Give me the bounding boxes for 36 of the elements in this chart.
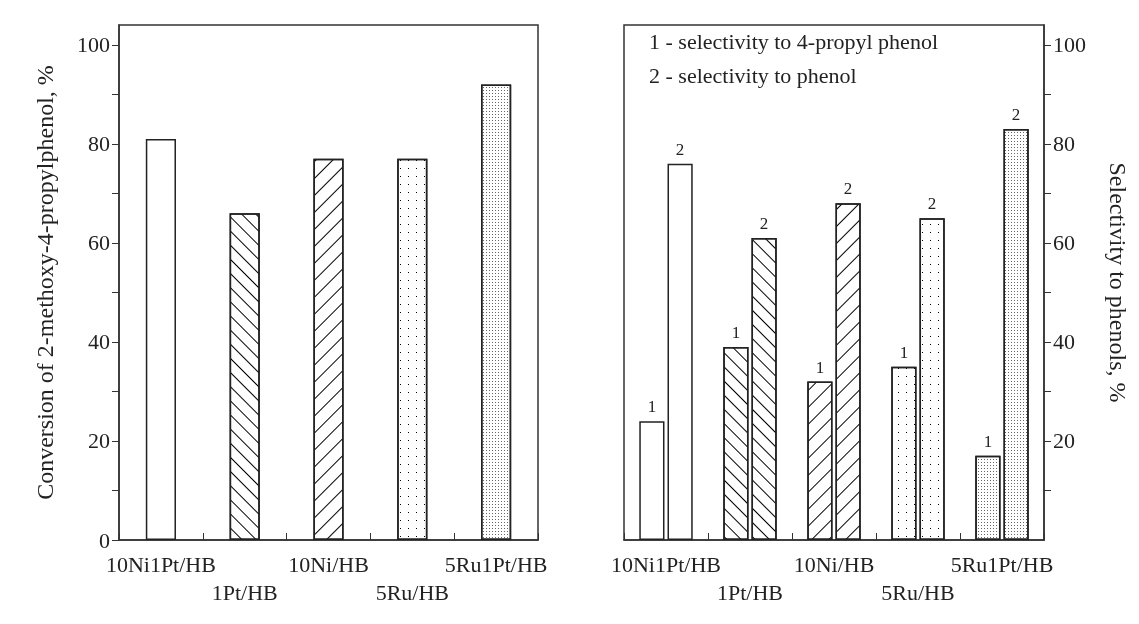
text: 2 — [927, 194, 937, 214]
x-tick-label: 1Pt/HB — [211, 579, 278, 605]
x-tick-label: 5Ru/HB — [881, 579, 955, 605]
y-tick-label: 0 — [99, 527, 110, 553]
y-tick-label: 20 — [88, 428, 110, 454]
x-tick-label: 5Ru1Pt/HB — [444, 551, 548, 577]
y2-tick-label: 100 — [1053, 32, 1086, 58]
bar — [145, 138, 176, 540]
y2-tick-label: 20 — [1053, 428, 1075, 454]
y2-tick-label: 40 — [1053, 329, 1075, 355]
x-tick-label: 10Ni/HB — [793, 551, 875, 577]
annotation: 1 - selectivity to 4-propyl phenol — [649, 28, 938, 54]
y-tick-label: 80 — [88, 131, 110, 157]
y2-axis-title: Selectivity to phenols, % — [1105, 162, 1131, 403]
y-tick-label: 100 — [77, 32, 110, 58]
y-tick-label: 40 — [88, 329, 110, 355]
annotation: 2 - selectivity to phenol — [649, 62, 857, 88]
y-tick-label: 60 — [88, 230, 110, 256]
x-tick-label: 10Ni/HB — [288, 551, 369, 577]
series-label: 1 — [647, 397, 657, 417]
series-label: 2 — [675, 139, 685, 159]
text: 1 — [899, 342, 909, 362]
text: 2 — [1011, 104, 1021, 124]
text: 1 — [983, 431, 993, 451]
text: 2 — [759, 213, 769, 233]
x-tick-label: 10Ni1Pt/HB — [610, 551, 722, 577]
text: 1 — [731, 322, 741, 342]
y2-tick-label: 60 — [1053, 230, 1075, 256]
x-tick-label: 10Ni1Pt/HB — [105, 551, 216, 577]
y-axis-title: Conversion of 2-methoxy-4-propylphenol, % — [32, 65, 58, 500]
text: 1 — [815, 357, 825, 377]
text: 2 — [843, 179, 853, 199]
y2-tick-label: 80 — [1053, 131, 1075, 157]
x-tick-label: 1Pt/HB — [716, 579, 784, 605]
x-tick-label: 5Ru/HB — [375, 579, 449, 605]
x-tick-label: 5Ru1Pt/HB — [950, 551, 1054, 577]
